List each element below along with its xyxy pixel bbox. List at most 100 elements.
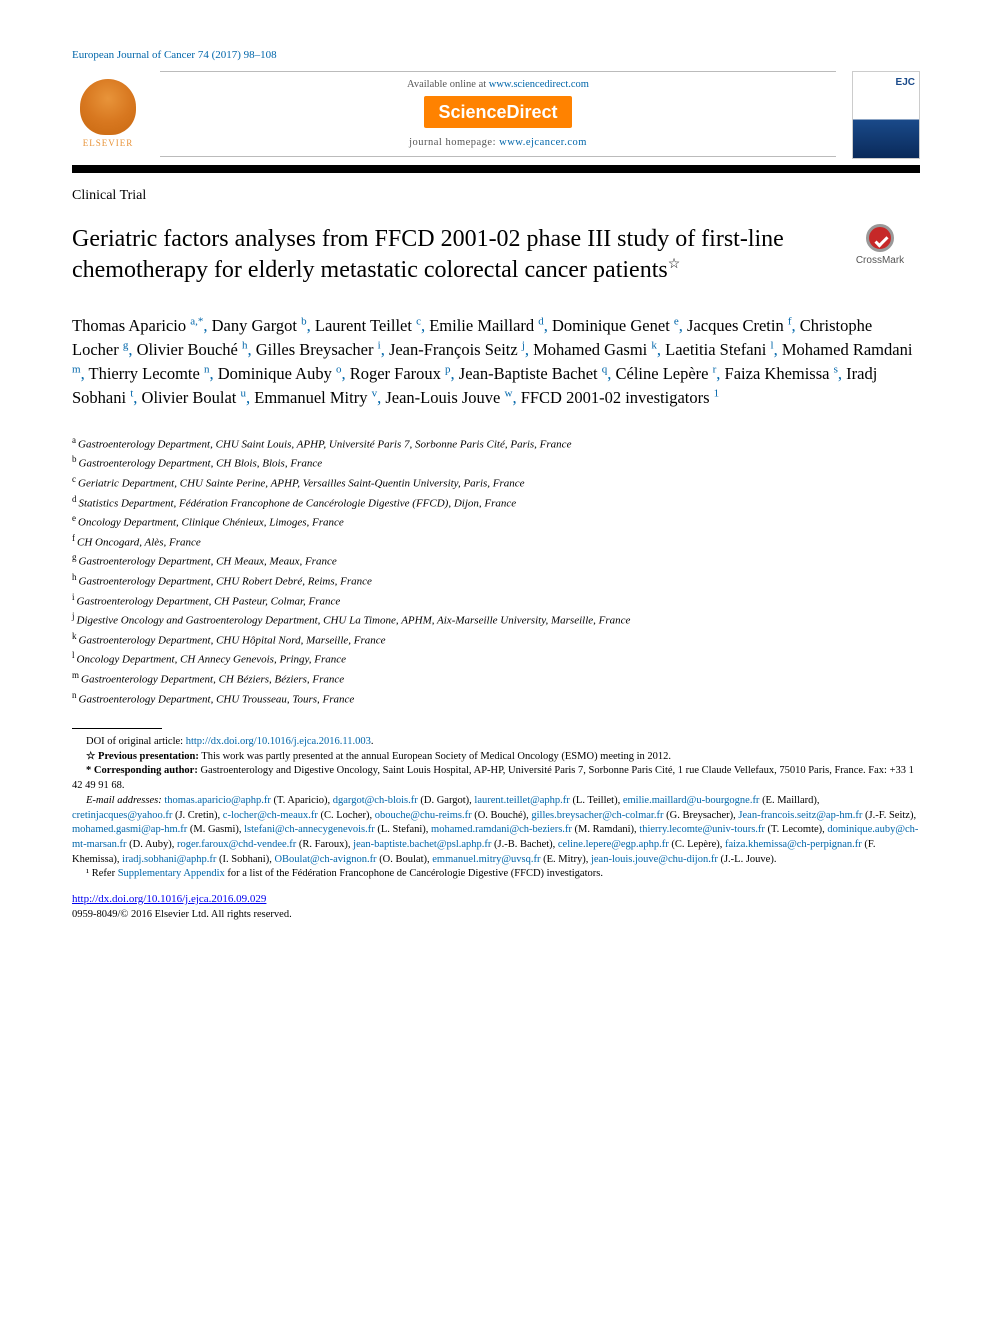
author-affil-marker: s: [834, 363, 838, 375]
author-email-link[interactable]: celine.lepere@egp.aphp.fr: [558, 839, 669, 850]
author-email-link[interactable]: roger.faroux@chd-vendee.fr: [177, 839, 296, 850]
footnotes-block: DOI of original article: http://dx.doi.o…: [72, 735, 920, 882]
author: Dominique Auby o: [218, 364, 342, 383]
crossmark-badge[interactable]: CrossMark: [840, 224, 920, 268]
crossmark-label: CrossMark: [856, 254, 904, 268]
author: Laurent Teillet c: [315, 316, 421, 335]
author-email-link[interactable]: Jean-francois.seitz@ap-hm.fr: [738, 810, 862, 821]
author: Jean-Louis Jouve w: [385, 388, 512, 407]
author-email-link[interactable]: c-locher@ch-meaux.fr: [223, 810, 318, 821]
author-email-link[interactable]: iradj.sobhani@aphp.fr: [122, 854, 216, 865]
article-doi-link[interactable]: http://dx.doi.org/10.1016/j.ejca.2016.09…: [72, 893, 266, 905]
author-email-link[interactable]: thomas.aparicio@aphp.fr: [164, 795, 270, 806]
header-center: Available online at www.sciencedirect.co…: [160, 71, 836, 158]
author-affil-marker: q: [602, 363, 608, 375]
author: Laetitia Stefani l: [665, 340, 773, 359]
author-email-link[interactable]: laurent.teillet@aphp.fr: [474, 795, 569, 806]
author: Gilles Breysacher i: [256, 340, 381, 359]
author: Dominique Genet e: [552, 316, 679, 335]
author: Mohamed Gasmi k: [533, 340, 657, 359]
author-email-link[interactable]: gilles.breysacher@ch-colmar.fr: [531, 810, 663, 821]
author-email-link[interactable]: dgargot@ch-blois.fr: [333, 795, 418, 806]
corr-text: Gastroenterology and Digestive Oncology,…: [72, 765, 914, 791]
affiliation-text: Statistics Department, Fédération Franco…: [79, 497, 517, 509]
author-affil-marker: p: [445, 363, 451, 375]
footnote-divider: [72, 728, 162, 729]
elsevier-tree-icon: [80, 79, 136, 135]
journal-cover-thumbnail[interactable]: [852, 71, 920, 159]
author-affil-marker: m: [72, 363, 81, 375]
supplementary-appendix-link[interactable]: Supplementary Appendix: [118, 868, 225, 879]
previous-presentation-note: ☆ Previous presentation: This work was p…: [72, 750, 920, 765]
author-name: Faiza Khemissa: [725, 364, 830, 383]
author-affil-marker: e: [674, 316, 679, 328]
author-affil-marker: l: [771, 340, 774, 352]
authors-list: Thomas Aparicio a,*, Dany Gargot b, Laur…: [72, 314, 920, 410]
affiliation-marker: b: [72, 454, 77, 464]
author-email-link[interactable]: emilie.maillard@u-bourgogne.fr: [623, 795, 760, 806]
author-affil-marker: t: [130, 387, 133, 399]
author-affil-marker: 1: [714, 387, 720, 399]
author: Jean-Baptiste Bachet q: [459, 364, 607, 383]
affiliation-marker: m: [72, 670, 79, 680]
author-affil-marker: i: [378, 340, 381, 352]
author-affil-marker: d: [538, 316, 544, 328]
crossmark-icon: [866, 224, 894, 252]
author: Faiza Khemissa s: [725, 364, 838, 383]
elsevier-logo[interactable]: ELSEVIER: [72, 71, 144, 151]
affiliation: eOncology Department, Clinique Chénieux,…: [72, 512, 920, 532]
author-email-link[interactable]: cretinjacques@yahoo.fr: [72, 810, 172, 821]
author: Roger Faroux p: [350, 364, 451, 383]
affiliation-marker: j: [72, 611, 75, 621]
investigators-label: ¹ Refer: [86, 868, 118, 879]
author-name: Roger Faroux: [350, 364, 441, 383]
affiliation: bGastroenterology Department, CH Blois, …: [72, 453, 920, 473]
author-affil-marker: g: [123, 340, 129, 352]
author-email-link[interactable]: mohamed.gasmi@ap-hm.fr: [72, 824, 187, 835]
author-email-link[interactable]: emmanuel.mitry@uvsq.fr: [432, 854, 540, 865]
author-email-link[interactable]: mohamed.ramdani@ch-beziers.fr: [431, 824, 572, 835]
author-name: Dany Gargot: [212, 316, 297, 335]
affiliation-text: Oncology Department, Clinique Chénieux, …: [78, 517, 344, 529]
author-name: Thierry Lecomte: [89, 364, 200, 383]
author-affil-marker: w: [505, 387, 513, 399]
doi-original-link[interactable]: http://dx.doi.org/10.1016/j.ejca.2016.11…: [186, 736, 371, 747]
author-name: Emmanuel Mitry: [254, 388, 367, 407]
author-email-link[interactable]: lstefani@ch-annecygenevois.fr: [244, 824, 375, 835]
author-name: Olivier Bouché: [137, 340, 238, 359]
author-name: Laetitia Stefani: [665, 340, 766, 359]
affiliation: jDigestive Oncology and Gastroenterology…: [72, 610, 920, 630]
author-email-link[interactable]: faiza.khemissa@ch-perpignan.fr: [725, 839, 862, 850]
author-name: Dominique Genet: [552, 316, 670, 335]
affiliation-marker: a: [72, 435, 76, 445]
sciencedirect-logo[interactable]: ScienceDirect: [424, 96, 571, 128]
investigators-note: ¹ Refer Supplementary Appendix for a lis…: [72, 867, 920, 882]
author-email-link[interactable]: jean-baptiste.bachet@psl.aphp.fr: [353, 839, 491, 850]
journal-homepage-link[interactable]: www.ejcancer.com: [499, 137, 587, 148]
prev-pres-text: This work was partly presented at the an…: [199, 751, 671, 762]
author-affil-marker: b: [301, 316, 307, 328]
author-email-link[interactable]: thierry.lecomte@univ-tours.fr: [639, 824, 765, 835]
affiliation: gGastroenterology Department, CH Meaux, …: [72, 551, 920, 571]
elsevier-label: ELSEVIER: [83, 137, 134, 149]
author: FFCD 2001-02 investigators 1: [521, 388, 719, 407]
author-email-link[interactable]: OBoulat@ch-avignon.fr: [274, 854, 376, 865]
affiliation-marker: e: [72, 513, 76, 523]
author-email-link[interactable]: obouche@chu-reims.fr: [375, 810, 472, 821]
available-label: Available online at: [407, 79, 489, 90]
author: Thierry Lecomte n: [89, 364, 210, 383]
affiliation-marker: d: [72, 494, 77, 504]
author-affil-marker: u: [241, 387, 247, 399]
author-email-link[interactable]: jean-louis.jouve@chu-dijon.fr: [591, 854, 718, 865]
article-type: Clinical Trial: [72, 187, 920, 206]
author-name: Olivier Boulat: [142, 388, 237, 407]
email-addresses-list: E-mail addresses: thomas.aparicio@aphp.f…: [72, 794, 920, 867]
header-banner: ELSEVIER Available online at www.science…: [72, 71, 920, 159]
affiliation-text: Oncology Department, CH Annecy Genevois,…: [77, 654, 347, 666]
author-name: Jean-François Seitz: [389, 340, 518, 359]
sciencedirect-url-link[interactable]: www.sciencedirect.com: [489, 79, 589, 90]
author: Jean-François Seitz j: [389, 340, 525, 359]
author: Céline Lepère r: [616, 364, 717, 383]
affiliation-marker: g: [72, 552, 77, 562]
affiliation-text: Gastroenterology Department, CHU Saint L…: [78, 438, 571, 450]
